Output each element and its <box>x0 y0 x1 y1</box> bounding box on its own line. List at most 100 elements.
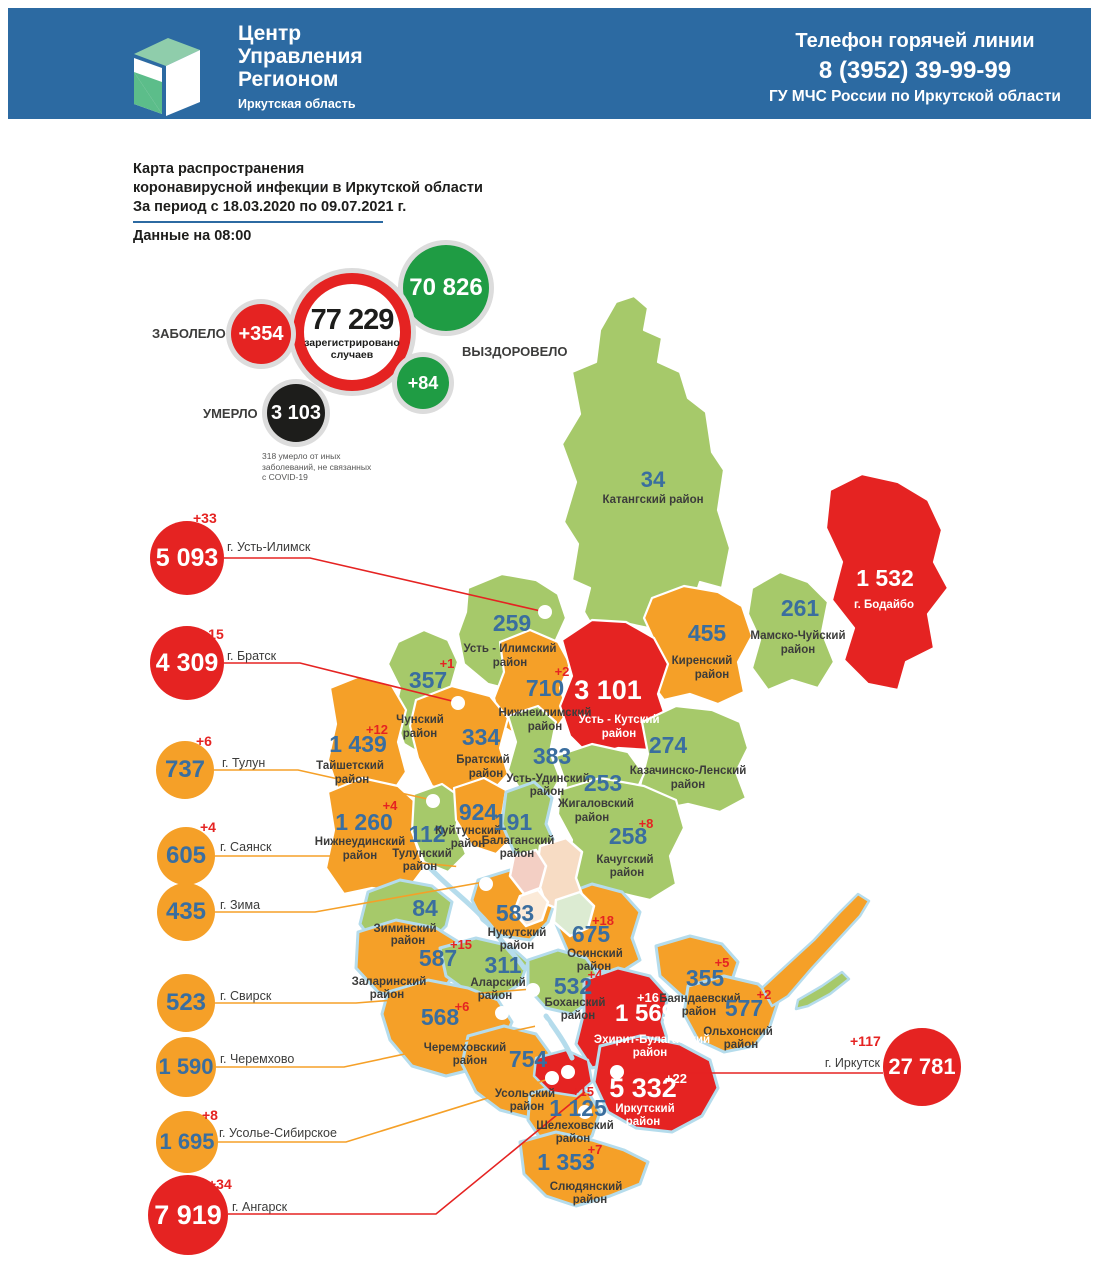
city-value-ust_ilimsk: 5 093 <box>155 543 219 572</box>
district-zhigalovsky-value: 253 <box>584 770 622 796</box>
district-irkutsky <box>592 1034 720 1134</box>
registered-value: 77 229 <box>310 303 395 336</box>
page-title: Карта распространения коронавирусной инф… <box>133 160 483 217</box>
city-delta-irkutsk: +117 <box>850 1033 881 1049</box>
district-ust_kutsky-name: район <box>602 728 637 740</box>
district-bodaibinsky <box>824 472 950 692</box>
logo-title-line: Регионом <box>238 68 339 91</box>
city-circle-ust_ilimsk: 5 093 <box>150 521 224 595</box>
district-usolsky-name: Усольский <box>495 1088 555 1100</box>
district-ekhirit-name: Эхирит-Булагатский <box>594 1034 710 1046</box>
district-nizhneudinsky-name: Нижнеудинский <box>315 836 405 848</box>
district-bokhansky-name: район <box>561 1010 596 1022</box>
city-marker-dot <box>535 1019 549 1033</box>
city-value-cheremkhovo: 1 590 <box>158 1054 214 1079</box>
pale-district <box>508 848 548 896</box>
city-circle-angarsk: 7 919 <box>148 1175 228 1255</box>
district-usolsky-value: 754 <box>509 1046 548 1072</box>
district-tulunsky <box>410 782 468 874</box>
district-chunsky-delta: +1 <box>440 656 455 671</box>
district-ust_ilimsky-value: 259 <box>493 610 531 636</box>
district-nukutsky-value: 583 <box>496 900 534 926</box>
sick-delta-value: +354 <box>238 322 284 345</box>
district-kazachinsky-name: район <box>671 779 706 791</box>
district-bayandaevsky-delta: +5 <box>715 955 730 970</box>
district-bratsky <box>408 684 510 800</box>
logo-title: Центр Управления Регионом <box>238 22 363 91</box>
died-label: УМЕРЛО <box>203 406 258 421</box>
leader-line-zima <box>215 881 485 913</box>
olkhon-island <box>794 970 851 1011</box>
hotline-org: ГУ МЧС России по Иркутской области <box>769 88 1061 105</box>
district-osinsky-name: район <box>577 961 612 973</box>
pale-district <box>512 888 550 928</box>
city-delta-sayansk: +4 <box>200 819 216 835</box>
district-alarsky-name: Аларский <box>470 977 525 989</box>
district-shelekhovsky-value: 1 125 <box>549 1095 607 1121</box>
district-kachugsky-name: район <box>610 867 645 879</box>
district-katangsky <box>560 294 732 638</box>
district-ziminsky-name: район <box>391 935 426 947</box>
district-kuitunsky-name: район <box>451 838 486 850</box>
hotline-title: Телефон горячей линии <box>795 30 1035 52</box>
header-bar: Центр Управления Регионом Иркутская обла… <box>8 8 1091 119</box>
district-bokhansky-value: 532 <box>554 973 592 999</box>
pale-district <box>552 890 596 938</box>
city-marker-dot <box>538 605 552 619</box>
city-value-irkutsk: 27 781 <box>888 1054 956 1079</box>
city-circle-sayansk: 605 <box>157 827 215 885</box>
logo-title-line: Управления <box>238 45 363 68</box>
district-bratsky-name: район <box>469 768 504 780</box>
district-kirensky-value: 455 <box>688 620 727 646</box>
district-nizhneudinsky-name: район <box>343 850 378 862</box>
district-nizhneudinsky-value: 1 260 <box>335 809 393 835</box>
district-ekhirit-value: 1 569 <box>615 1000 675 1027</box>
district-ekhirit-name: район <box>633 1047 668 1059</box>
leader-line-tulun <box>214 769 433 801</box>
city-label-bratsk: г. Братск <box>227 649 277 663</box>
city-label-tulun: г. Тулун <box>222 756 266 770</box>
city-circle-tulun: 737 <box>156 741 214 799</box>
district-bodaibinsky-name: г. Бодайбо <box>854 599 914 611</box>
district-ust_udinsky-name: район <box>530 786 565 798</box>
district-osinsky-name: Осинский <box>567 948 623 960</box>
district-bayandaevsky-name: Баяндаевский <box>659 993 740 1005</box>
leader-line-angarsk <box>228 1091 586 1215</box>
district-chunsky-name: район <box>403 728 438 740</box>
district-irkutsky-delta: +22 <box>665 1071 687 1086</box>
district-slyudyansky-value: 1 353 <box>537 1149 595 1175</box>
district-mamsko_chuisky <box>746 570 836 692</box>
district-zalarinsky-name: район <box>370 989 405 1001</box>
recovered-circle: 70 826 <box>403 245 489 331</box>
city-marker-dot <box>561 1065 575 1079</box>
district-bokhansky-name: Боханский <box>544 997 605 1009</box>
district-nizhneilimsky <box>492 628 572 742</box>
district-bokhansky-delta: +4 <box>588 967 604 982</box>
logo-cube-icon <box>134 38 200 116</box>
district-ust_kutsky-name: Усть - Кутский <box>578 714 659 726</box>
district-kachugsky-value: 258 <box>609 823 648 849</box>
district-ziminsky-value: 84 <box>412 895 438 921</box>
district-olkhonsky-name: Ольхонский <box>703 1026 773 1038</box>
recovered-delta-value: +84 <box>407 372 439 393</box>
city-marker-dot <box>456 861 470 875</box>
city-marker-dot <box>545 1071 559 1085</box>
city-circle-svirsk: 523 <box>157 974 215 1032</box>
city-value-sayansk: 605 <box>165 842 207 869</box>
city-marker-dot <box>479 877 493 891</box>
district-balagansky-value: 191 <box>494 809 533 835</box>
district-nizhneudinsky <box>324 776 426 896</box>
city-delta-angarsk: +34 <box>208 1176 232 1192</box>
registered-caption: случаев <box>330 348 374 361</box>
leader-line-usolye <box>218 1077 553 1143</box>
district-osinsky-value: 675 <box>572 921 611 947</box>
river-line <box>543 1013 575 1061</box>
district-slyudyansky-name: район <box>573 1194 608 1206</box>
data-timestamp: Данные на 08:00 <box>133 228 252 244</box>
district-chunsky-value: 357 <box>409 667 447 693</box>
district-kazachinsky-value: 274 <box>649 732 688 758</box>
district-irkutsky-name: Иркутский <box>615 1103 674 1115</box>
district-bratsky-value: 334 <box>462 724 501 750</box>
district-osinsky-delta: +18 <box>592 913 614 928</box>
district-balagansky-name: район <box>500 848 535 860</box>
